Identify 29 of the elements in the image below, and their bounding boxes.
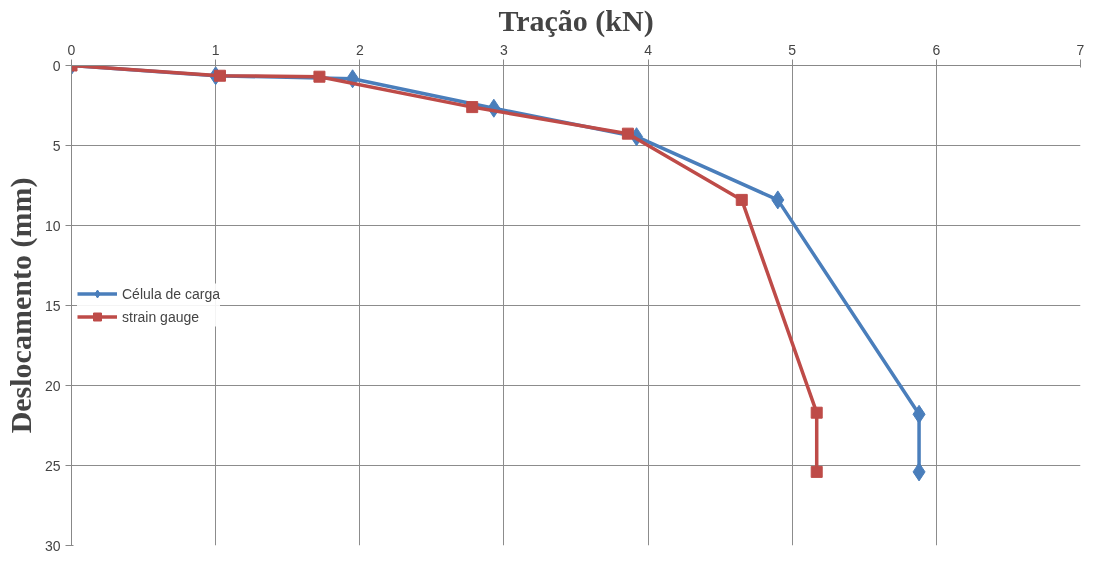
y-axis-title: Deslocamento (mm)	[3, 177, 38, 434]
point	[810, 465, 823, 478]
point	[213, 69, 226, 82]
legend-label: Célula de carga	[122, 285, 221, 302]
x-tick-label: 6	[932, 41, 941, 58]
point	[771, 190, 785, 210]
x-tick-label: 0	[67, 41, 76, 58]
point	[621, 127, 634, 140]
point	[735, 193, 748, 206]
y-tick-label: 20	[44, 377, 61, 394]
point	[810, 406, 823, 419]
x-tick-label: 4	[644, 41, 653, 58]
y-tick-label: 15	[44, 297, 61, 314]
point	[313, 70, 326, 83]
point	[466, 101, 479, 114]
x-tick-label: 2	[355, 41, 364, 58]
y-tick-label: 25	[44, 457, 61, 474]
point	[912, 462, 926, 482]
x-tick-label: 3	[500, 41, 509, 58]
y-tick-label: 30	[44, 537, 61, 554]
y-tick-label: 5	[52, 137, 61, 154]
legend-label: strain gauge	[122, 308, 200, 325]
x-tick-label: 5	[788, 41, 797, 58]
x-tick-label: 1	[211, 41, 220, 58]
x-axis-title: Tração (kN)	[498, 3, 654, 38]
x-tick-label: 7	[1076, 41, 1085, 58]
point	[912, 404, 926, 424]
y-tick-label: 0	[52, 57, 61, 74]
y-tick-label: 10	[44, 217, 61, 234]
